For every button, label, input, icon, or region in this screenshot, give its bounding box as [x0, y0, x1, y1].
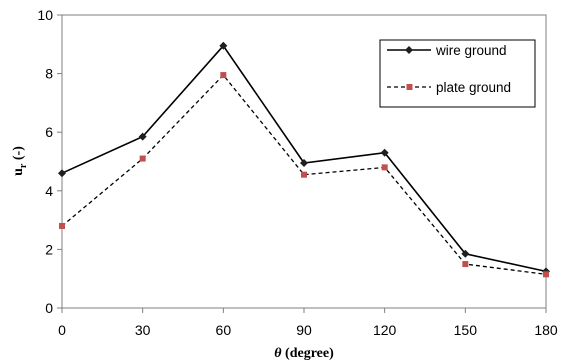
point-plate-ground [139, 155, 146, 162]
point-plate-ground [301, 171, 307, 178]
point-wire-ground [58, 169, 66, 178]
point-plate-ground [381, 164, 388, 171]
x-tick-label: 30 [135, 322, 151, 338]
y-axis-ticks: 0 2 4 6 8 10 [37, 7, 62, 316]
y-axis-title: ur (-) [11, 146, 29, 176]
point-plate-ground [462, 261, 469, 268]
x-tick-label: 90 [296, 322, 312, 338]
legend-marker-plate-ground [406, 84, 413, 90]
legend-label-plate-ground: plate ground [436, 80, 511, 95]
point-wire-ground [219, 41, 228, 50]
x-tick-label: 150 [454, 322, 478, 338]
y-axis-title-suffix: (-) [11, 146, 26, 164]
point-wire-ground [461, 249, 470, 258]
y-tick-label: 8 [45, 66, 53, 82]
point-wire-ground [300, 158, 308, 167]
y-tick-label: 4 [45, 183, 53, 199]
legend-label-wire-ground: wire ground [435, 43, 507, 58]
series-layer [58, 41, 550, 278]
legend-box [379, 39, 536, 108]
x-tick-label: 180 [534, 322, 558, 338]
x-axis-ticks: 0 30 60 90 120 150 180 [58, 308, 558, 338]
x-axis-title-symbol: θ [274, 346, 282, 361]
y-tick-label: 2 [45, 241, 53, 257]
point-plate-ground [543, 271, 549, 278]
y-axis-title-main: u [11, 168, 26, 176]
legend: wire ground plate ground [379, 39, 536, 108]
y-axis-title-sub: r [18, 163, 29, 168]
x-axis-title-text: (degree) [282, 346, 335, 361]
point-plate-ground [59, 222, 65, 229]
point-plate-ground [220, 72, 227, 79]
x-tick-label: 0 [58, 322, 66, 338]
x-axis-title: θ (degree) [274, 346, 334, 361]
y-tick-label: 0 [45, 300, 53, 316]
y-tick-label: 6 [45, 124, 53, 140]
x-tick-label: 60 [216, 322, 232, 338]
point-wire-ground [138, 132, 147, 141]
y-tick-label: 10 [37, 7, 53, 23]
legend-marker-wire-ground [405, 46, 413, 54]
x-tick-label: 120 [373, 322, 397, 338]
point-wire-ground [380, 148, 389, 157]
